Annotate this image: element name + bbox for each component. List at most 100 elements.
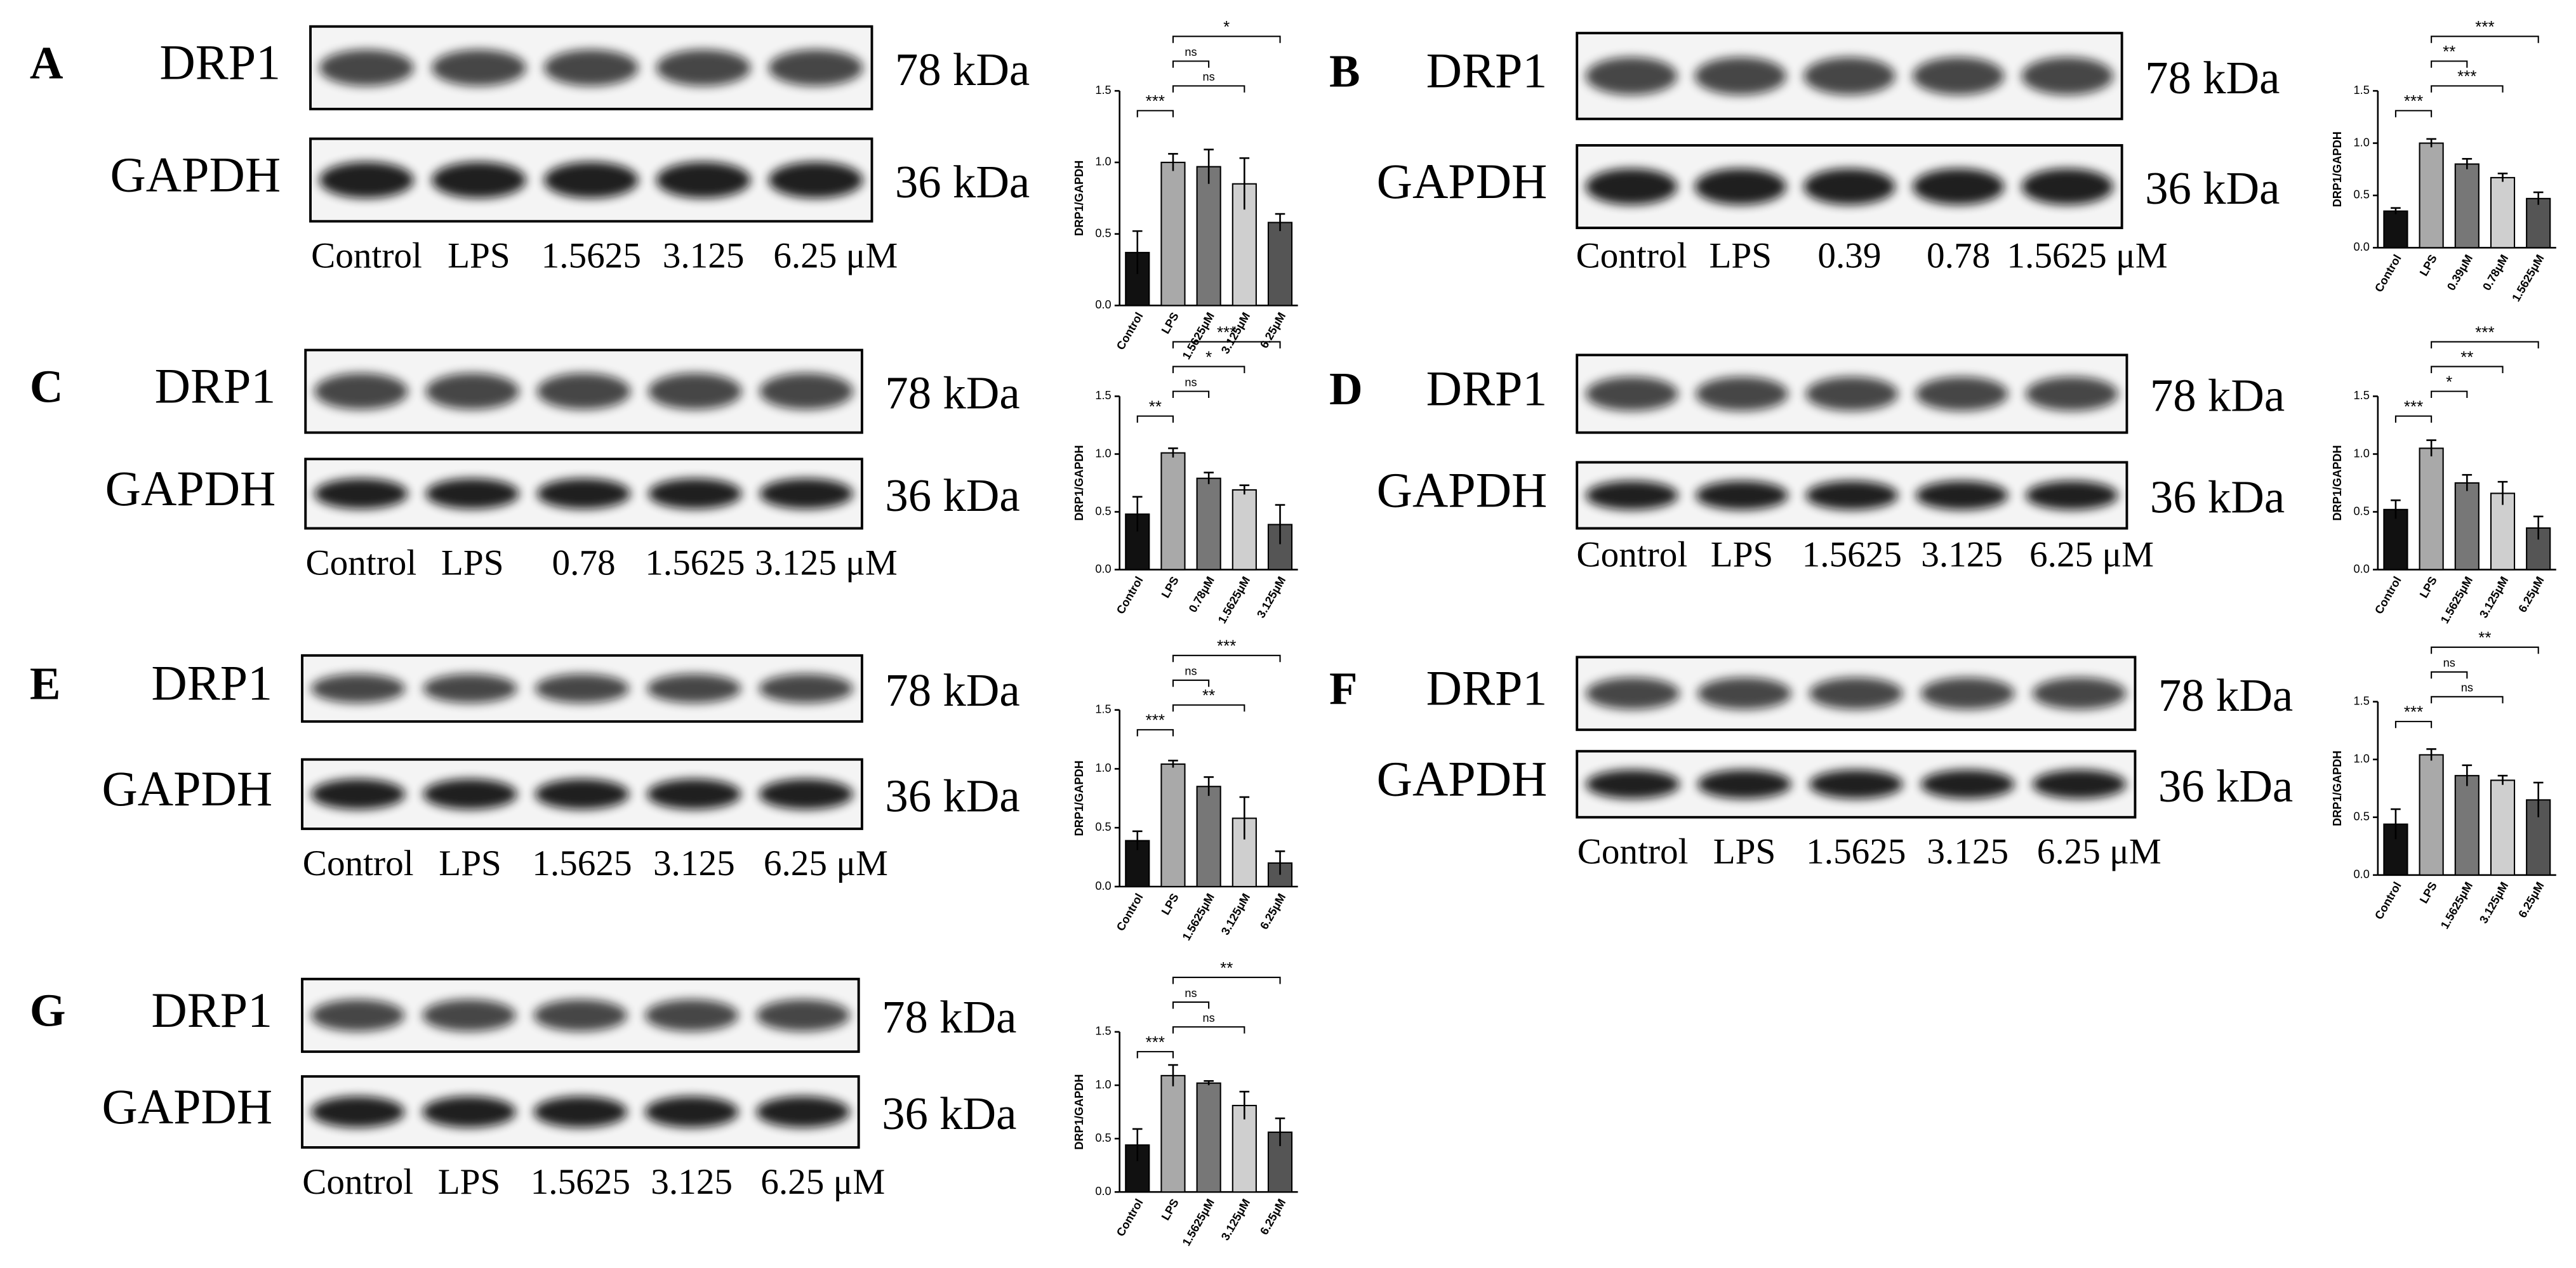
panel-letter: F bbox=[1329, 663, 1358, 714]
lane-label: 1.5625 bbox=[531, 1162, 630, 1202]
blot-band bbox=[1805, 480, 1899, 510]
y-tick-label: 1.5 bbox=[1095, 389, 1111, 402]
bar bbox=[1232, 489, 1257, 571]
significance-label: *** bbox=[2404, 91, 2423, 110]
bar bbox=[2454, 482, 2480, 571]
significance-bracket bbox=[2431, 366, 2504, 373]
lane-label: Control bbox=[1577, 832, 1689, 872]
blot-band bbox=[1920, 677, 2015, 710]
size-label: 36 kDa bbox=[885, 770, 1019, 821]
size-label: 36 kDa bbox=[2150, 472, 2285, 523]
blot-band bbox=[1585, 57, 1678, 95]
y-tick-label: 0.0 bbox=[1095, 880, 1111, 892]
significance-label: ns bbox=[1185, 665, 1197, 678]
blot-band bbox=[423, 673, 517, 703]
blot-band bbox=[2032, 677, 2127, 710]
y-tick-label: 1.0 bbox=[1095, 155, 1111, 168]
protein-label: DRP1 bbox=[151, 982, 272, 1038]
size-label: 36 kDa bbox=[882, 1088, 1016, 1139]
lane-label: Control bbox=[303, 843, 414, 883]
lane-label: LPS bbox=[448, 236, 510, 276]
lane-label: 0.78 bbox=[552, 543, 615, 583]
bar bbox=[2419, 447, 2444, 571]
significance-label: ** bbox=[1149, 397, 1162, 416]
panel-letter: A bbox=[30, 37, 63, 88]
y-tick-label: 0.0 bbox=[1095, 1185, 1111, 1198]
size-label: 78 kDa bbox=[885, 367, 1019, 419]
bar bbox=[2419, 754, 2444, 876]
blot-band bbox=[1586, 677, 1680, 710]
protein-label: DRP1 bbox=[1426, 661, 1548, 716]
significance-bracket bbox=[2431, 85, 2504, 93]
bar bbox=[1196, 1082, 1221, 1193]
size-label: 36 kDa bbox=[885, 470, 1019, 521]
blot-band bbox=[314, 478, 408, 509]
blot-band bbox=[2021, 57, 2113, 95]
lane-label: 1.5625 bbox=[532, 843, 632, 883]
panel: G DRP1 78 kDa GAPDH 36 kDa Control LPS 1.5625 3.… bbox=[30, 958, 1298, 1248]
significance-bracket bbox=[2394, 110, 2433, 117]
size-label: 78 kDa bbox=[2145, 52, 2280, 103]
blot-band bbox=[647, 779, 741, 810]
blot-band bbox=[533, 999, 627, 1032]
lane-label: 3.125 bbox=[651, 1162, 733, 1202]
lane-label: LPS bbox=[1713, 832, 1776, 872]
significance-bracket bbox=[1172, 36, 1281, 43]
protein-label: DRP1 bbox=[1426, 43, 1548, 98]
bar bbox=[2454, 163, 2480, 249]
blot-band bbox=[422, 1096, 516, 1128]
blot-band bbox=[319, 50, 414, 86]
y-tick-label: 0.5 bbox=[1095, 1132, 1111, 1144]
size-label: 36 kDa bbox=[895, 156, 1030, 208]
blot-band bbox=[1586, 769, 1680, 799]
significance-bracket bbox=[1136, 729, 1174, 737]
blot-band bbox=[2026, 480, 2118, 510]
significance-label: *** bbox=[1146, 1033, 1165, 1052]
blot-band bbox=[1915, 480, 2008, 510]
y-axis-label: DRP1/GAPDH bbox=[1073, 161, 1086, 236]
lane-label: 1.5625 bbox=[645, 543, 745, 583]
blot-band bbox=[759, 779, 853, 810]
significance-bracket bbox=[2431, 60, 2468, 68]
lane-label: 3.125 bbox=[1921, 534, 2003, 574]
lane-label: LPS bbox=[439, 843, 501, 883]
lane-label: 6.25 μM bbox=[773, 236, 898, 276]
lane-label: Control bbox=[305, 543, 416, 583]
lane-label: Control bbox=[311, 236, 422, 276]
blot-band bbox=[1803, 57, 1895, 95]
size-label: 78 kDa bbox=[885, 664, 1019, 716]
blot-band bbox=[311, 1096, 405, 1128]
blot-band bbox=[1809, 677, 1903, 710]
y-tick-label: 1.5 bbox=[2354, 389, 2370, 402]
y-tick-label: 0.0 bbox=[2354, 868, 2370, 881]
y-tick-label: 1.0 bbox=[2354, 136, 2370, 149]
bar bbox=[1196, 477, 1221, 571]
blot-band bbox=[1803, 168, 1895, 205]
blot-band bbox=[425, 478, 519, 509]
bar bbox=[2419, 142, 2444, 249]
bar bbox=[1125, 840, 1150, 888]
significance-label: *** bbox=[1146, 91, 1165, 110]
significance-label: ns bbox=[1185, 46, 1197, 58]
bar bbox=[2383, 210, 2408, 249]
blot-band bbox=[656, 162, 751, 199]
significance-bracket bbox=[1172, 1026, 1245, 1034]
blot-band bbox=[543, 162, 639, 199]
y-tick-label: 0.0 bbox=[1095, 298, 1111, 311]
size-label: 78 kDa bbox=[895, 44, 1030, 95]
significance-bracket bbox=[1172, 366, 1245, 373]
blot-band bbox=[1920, 769, 2015, 799]
y-tick-label: 1.0 bbox=[1095, 762, 1111, 774]
bar bbox=[1196, 166, 1221, 307]
blot-band bbox=[2032, 769, 2127, 799]
panel-letter: G bbox=[30, 985, 66, 1036]
lane-label: 6.25 μM bbox=[764, 843, 888, 883]
y-tick-label: 1.5 bbox=[2354, 84, 2370, 96]
significance-label: *** bbox=[2475, 322, 2494, 341]
blot-band bbox=[1915, 376, 2008, 411]
protein-label: GAPDH bbox=[110, 147, 281, 202]
significance-label: ** bbox=[2443, 42, 2455, 61]
y-tick-label: 0.5 bbox=[2354, 810, 2370, 823]
protein-label: GAPDH bbox=[105, 461, 276, 516]
